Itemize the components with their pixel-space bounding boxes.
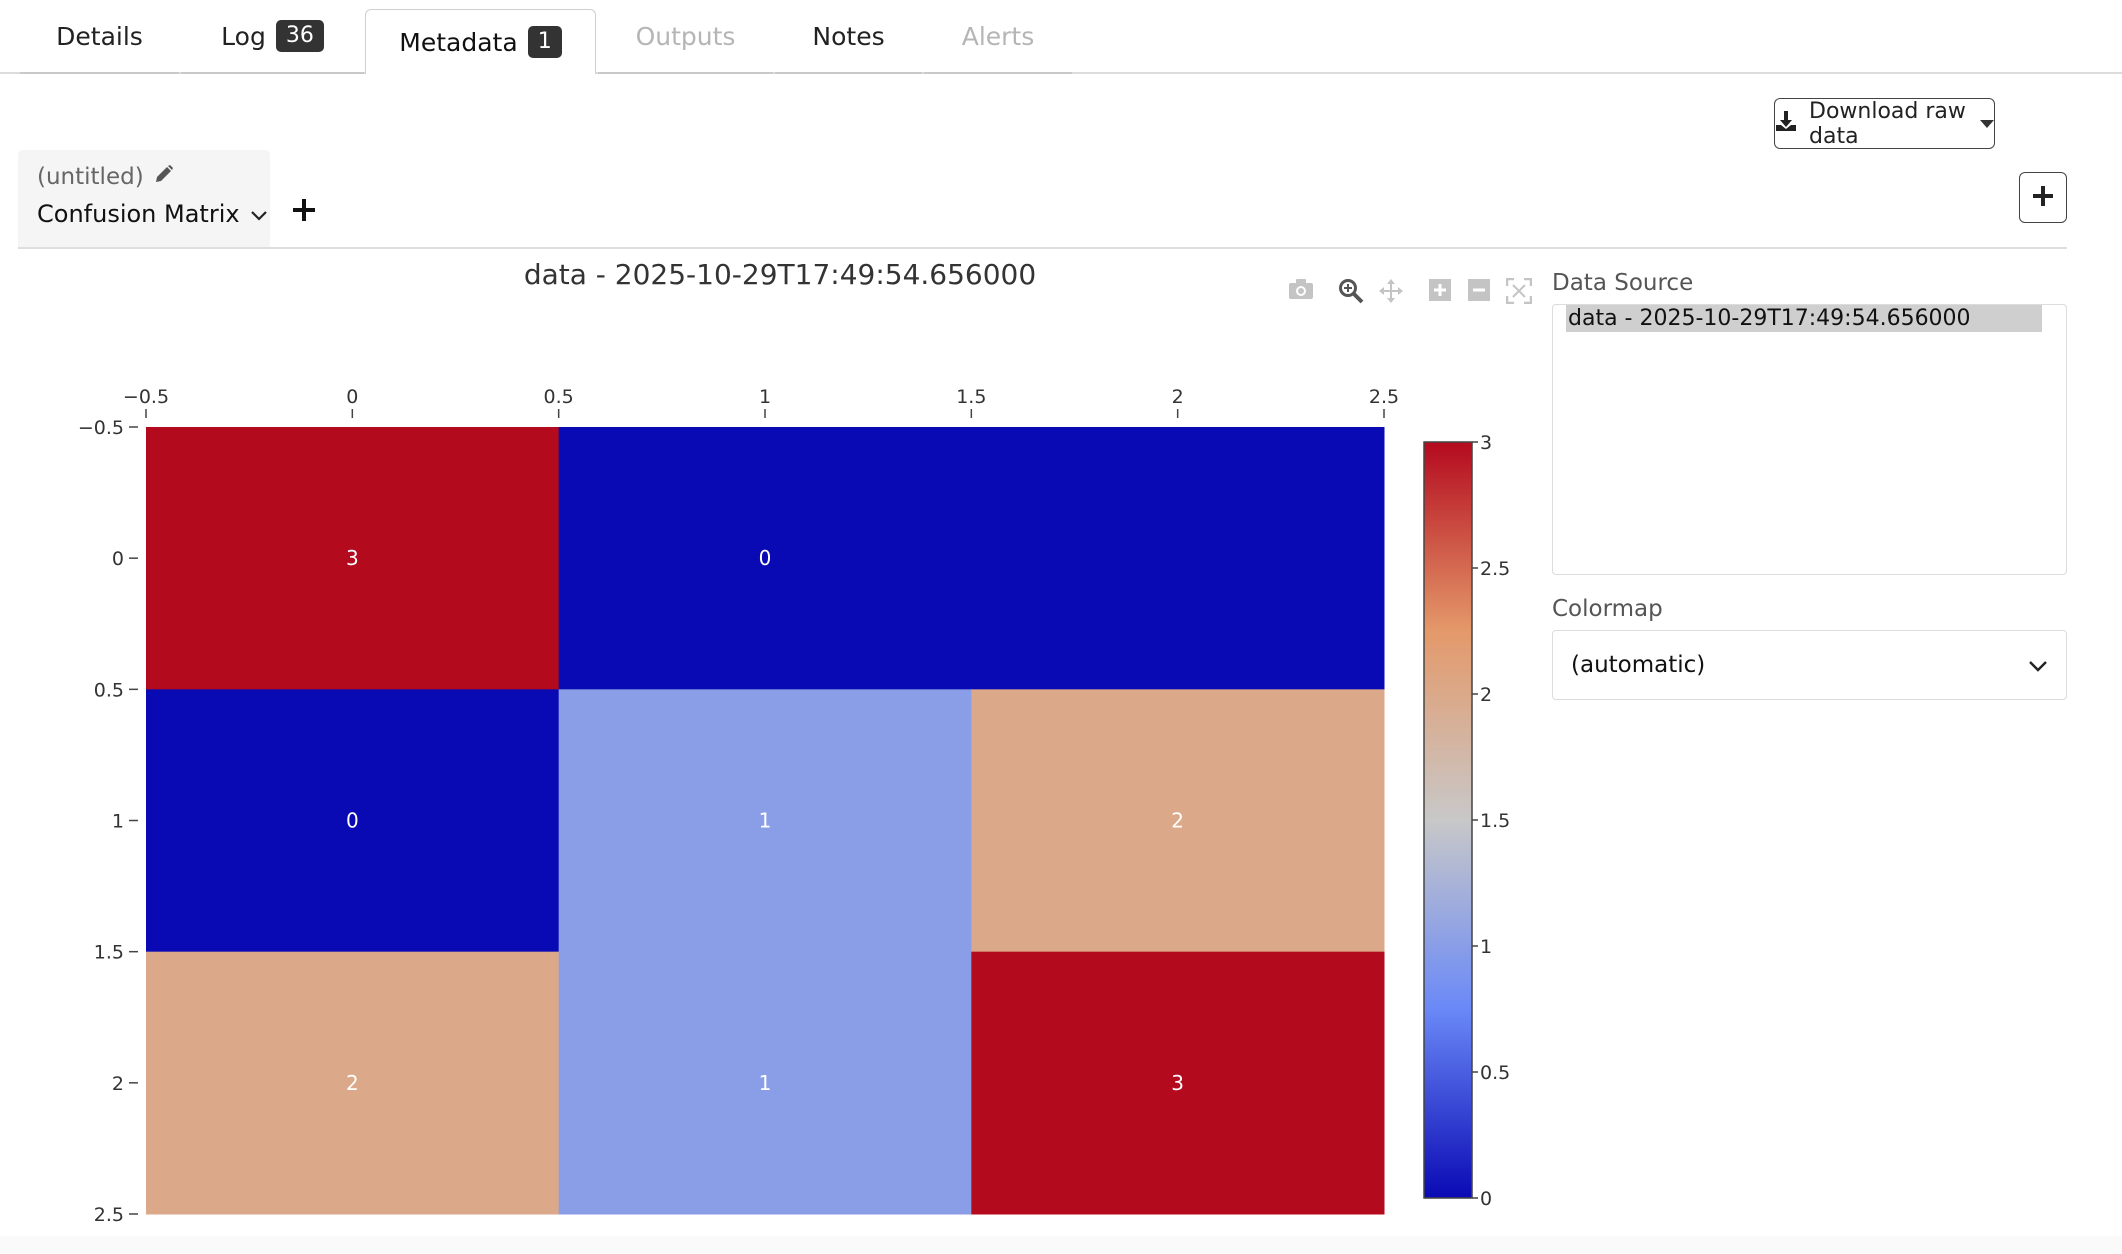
modebar-pan[interactable] [1378,278,1404,308]
pan-icon [1379,279,1403,303]
panel-subtitle-row: (untitled) [37,164,174,190]
tab-bar: Details Log 36 Metadata 1 Outputs Notes … [0,0,2122,74]
log-count-badge: 36 [275,20,324,52]
chevron-down-icon [250,200,268,228]
x-tick-label: 0.5 [544,386,574,408]
download-icon [1775,110,1797,138]
heatmap-cell-label: 3 [1171,1071,1184,1095]
y-tick-label: 1 [112,811,124,833]
tab-details[interactable]: Details [20,0,179,74]
tab-details-label: Details [56,21,143,51]
zoom-out-icon [1468,279,1490,301]
pencil-icon[interactable] [154,164,174,190]
colorbar-tick-label: 2.5 [1480,558,1510,580]
y-tick-label: −0.5 [78,417,124,439]
chevron-down-icon [2028,653,2048,679]
heatmap-cell-label: 2 [1171,809,1184,833]
heatmap-cell-label: 3 [346,546,359,570]
x-tick-label: 2 [1172,386,1184,408]
heatmap-cell [146,427,560,690]
panel-type-select[interactable]: Confusion Matrix [37,200,268,228]
colorbar-tick-label: 0.5 [1480,1062,1510,1084]
tab-outputs[interactable]: Outputs [598,0,773,74]
tab-log[interactable]: Log 36 [181,0,364,74]
tab-underline [775,72,922,74]
heatmap-cell-label: 1 [759,809,772,833]
heatmap-cell-label: 0 [346,809,359,833]
heatmap-cell [558,427,972,690]
colorbar-tick-label: 1 [1480,936,1492,958]
heatmap-cell [971,951,1385,1215]
metadata-count-badge: 1 [527,26,562,58]
tab-notes-label: Notes [812,21,885,51]
heatmap-cell [146,951,560,1215]
data-source-item[interactable]: data - 2025-10-29T17:49:54.656000 [1566,305,2042,332]
heatmap-cell [558,689,972,953]
heatmap-cell [971,689,1385,953]
tab-notes[interactable]: Notes [775,0,922,74]
modebar-autoscale[interactable] [1505,277,1533,308]
zoom-icon [1339,279,1364,304]
panel-tab[interactable]: (untitled) Confusion Matrix [18,150,270,247]
heatmap-cell-label: 1 [759,1071,772,1095]
plot-title: data - 2025-10-29T17:49:54.656000 [523,258,1037,291]
x-tick-label: −0.5 [123,386,169,408]
colorbar-tick-label: 1.5 [1480,810,1510,832]
x-tick-label: 1.5 [956,386,986,408]
colorbar [1423,441,1473,1199]
colorbar-tick-label: 2 [1480,684,1492,706]
download-raw-data-label: Download raw data [1809,98,1966,149]
tab-outputs-label: Outputs [635,21,736,51]
tab-underline [20,72,179,74]
colormap-select[interactable]: (automatic) [1552,630,2067,700]
add-plot-button[interactable] [2019,172,2067,223]
tab-underline [924,72,1072,74]
colorbar-tick-label: 0 [1480,1188,1492,1210]
caret-down-icon [1980,119,1994,128]
tab-metadata-label: Metadata [399,27,518,57]
zoom-in-icon [1429,279,1451,301]
panel-subtitle: (untitled) [37,164,144,190]
panel-title: Confusion Matrix [37,200,240,228]
tab-underline [181,72,364,74]
data-source-label: Data Source [1552,270,1694,296]
download-raw-data-button[interactable]: Download raw data [1774,98,1995,149]
x-tick-label: 2.5 [1369,386,1399,408]
heatmap-cell-label: 2 [346,1071,359,1095]
x-tick-label: 0 [346,386,358,408]
tab-alerts-label: Alerts [961,21,1035,51]
tab-alerts[interactable]: Alerts [924,0,1072,74]
autoscale-icon [1505,277,1533,305]
heatmap-cell [558,951,972,1215]
modebar-zoom-out[interactable] [1467,278,1491,306]
modebar-camera[interactable] [1288,278,1314,304]
colorbar-tick-label: 3 [1480,432,1492,454]
modebar-zoom[interactable] [1338,278,1364,308]
heatmap-cell-label: 0 [759,546,772,570]
plus-icon [2032,185,2054,211]
x-tick-label: 1 [759,386,771,408]
y-tick-label: 2.5 [94,1204,124,1226]
tab-log-label: Log [221,21,266,51]
y-tick-label: 1.5 [94,942,124,964]
bottom-strip [0,1236,2122,1254]
y-tick-label: 0 [112,548,124,570]
add-panel-button[interactable] [292,198,316,226]
heatmap-cell [146,689,560,953]
heatmap-cell [971,427,1385,690]
tab-metadata[interactable]: Metadata 1 [365,9,596,74]
modebar-zoom-in[interactable] [1428,278,1452,306]
colormap-value: (automatic) [1571,652,1706,678]
panel-divider [18,247,2067,249]
plus-icon [292,199,316,226]
colormap-label: Colormap [1552,596,1663,622]
y-tick-label: 0.5 [94,679,124,701]
y-tick-label: 2 [112,1073,124,1095]
tab-underline [598,72,773,74]
camera-icon [1289,279,1313,299]
data-source-list[interactable]: data - 2025-10-29T17:49:54.656000 [1552,304,2067,575]
